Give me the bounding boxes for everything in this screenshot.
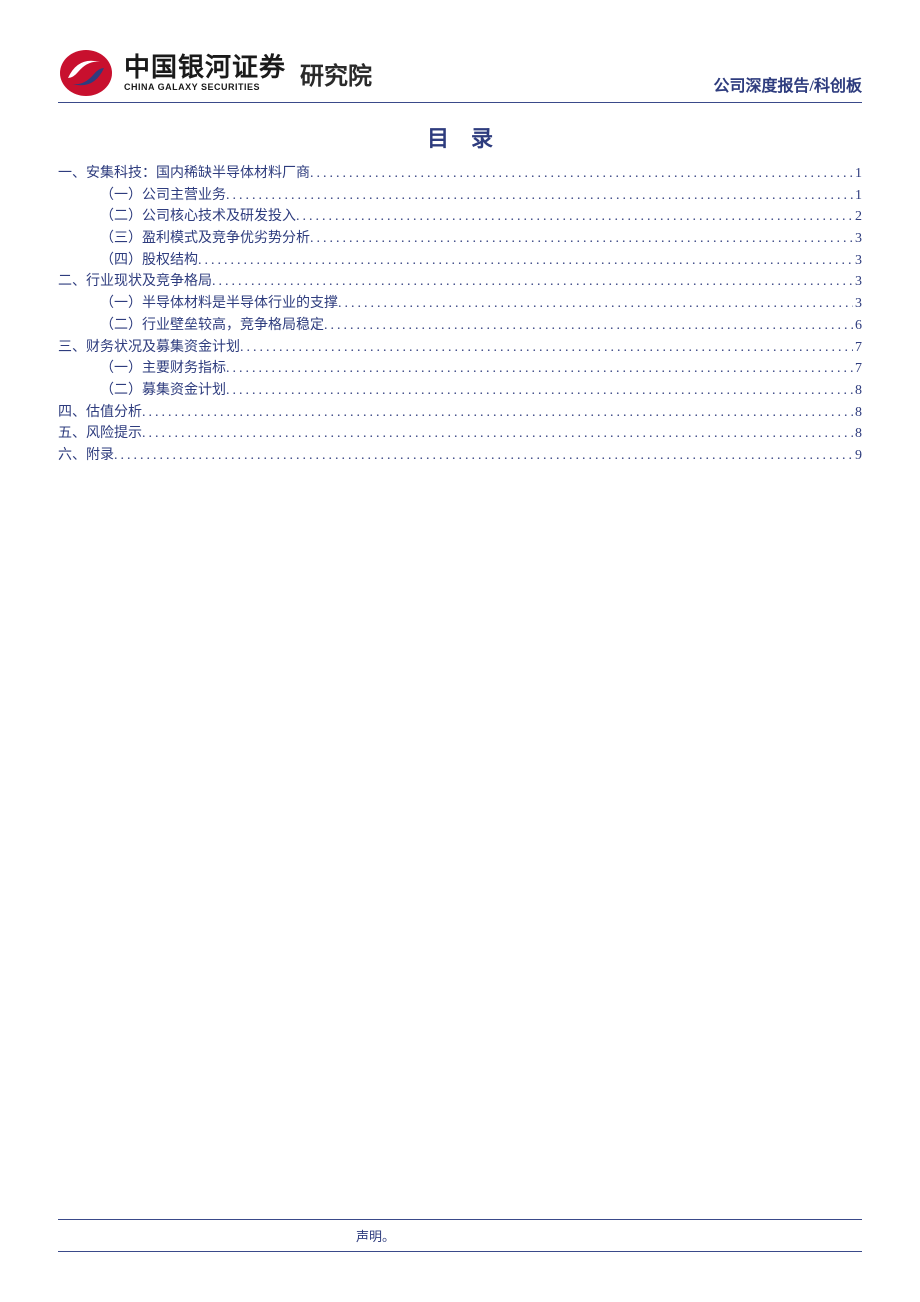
- toc-entry[interactable]: 一、安集科技：国内稀缺半导体材料厂商 1: [58, 163, 862, 185]
- toc-entry[interactable]: 四、估值分析 8: [58, 402, 862, 424]
- toc-entry-page: 2: [853, 206, 862, 228]
- footer-rule-bottom: [58, 1251, 862, 1252]
- toc-entry-page: 8: [853, 402, 862, 424]
- toc-leader-dots: [142, 423, 853, 445]
- toc-entry-page: 3: [853, 250, 862, 272]
- toc-entry-label: （一）公司主营业务: [100, 185, 226, 207]
- footer-disclaimer: 声明。: [58, 1226, 862, 1251]
- logo-cn-stack: 中国银河证券 CHINA GALAXY SECURITIES: [124, 54, 286, 92]
- toc-leader-dots: [226, 358, 853, 380]
- footer-rule-top: [58, 1219, 862, 1220]
- toc-leader-dots: [296, 206, 853, 228]
- toc-entry[interactable]: （一）主要财务指标 7: [58, 358, 862, 380]
- toc-leader-dots: [198, 250, 853, 272]
- toc-entry[interactable]: （四）股权结构 3: [58, 250, 862, 272]
- toc-entry[interactable]: 六、附录 9: [58, 445, 862, 467]
- toc-entry-label: （四）股权结构: [100, 250, 198, 272]
- toc-entry[interactable]: （三）盈利模式及竞争优劣势分析 3: [58, 228, 862, 250]
- toc-leader-dots: [240, 337, 853, 359]
- toc-entry-page: 1: [853, 163, 862, 185]
- page-container: 中国银河证券 CHINA GALAXY SECURITIES 研究院 公司深度报…: [0, 0, 920, 1302]
- toc-leader-dots: [324, 315, 853, 337]
- logo-en: CHINA GALAXY SECURITIES: [124, 83, 286, 92]
- toc-entry[interactable]: 三、财务状况及募集资金计划 7: [58, 337, 862, 359]
- toc-entry-page: 7: [853, 358, 862, 380]
- logo-block: 中国银河证券 CHINA GALAXY SECURITIES 研究院: [58, 48, 372, 98]
- toc-leader-dots: [338, 293, 853, 315]
- toc-entry-label: 五、风险提示: [58, 423, 142, 445]
- toc-entry-label: 二、行业现状及竞争格局: [58, 271, 212, 293]
- toc-leader-dots: [114, 445, 853, 467]
- toc-entry-label: （三）盈利模式及竞争优劣势分析: [100, 228, 310, 250]
- toc-entry-page: 7: [853, 337, 862, 359]
- toc-leader-dots: [142, 402, 853, 424]
- toc-entry-label: 四、估值分析: [58, 402, 142, 424]
- toc-entry-page: 3: [853, 293, 862, 315]
- toc-entry-label: 三、财务状况及募集资金计划: [58, 337, 240, 359]
- toc-entry-label: 一、安集科技：国内稀缺半导体材料厂商: [58, 163, 310, 185]
- toc-entry[interactable]: （二）募集资金计划 8: [58, 380, 862, 402]
- toc-entry-label: 六、附录: [58, 445, 114, 467]
- toc-leader-dots: [226, 380, 853, 402]
- toc-entry-page: 1: [853, 185, 862, 207]
- document-type: 公司深度报告/科创板: [714, 72, 862, 98]
- toc-entry-label: （二）募集资金计划: [100, 380, 226, 402]
- toc-entry-label: （二）公司核心技术及研发投入: [100, 206, 296, 228]
- toc-entry[interactable]: 二、行业现状及竞争格局 3: [58, 271, 862, 293]
- toc-entry[interactable]: 五、风险提示 8: [58, 423, 862, 445]
- toc-entry[interactable]: （一）公司主营业务 1: [58, 185, 862, 207]
- logo-cn: 中国银河证券: [124, 54, 286, 80]
- toc-leader-dots: [212, 271, 853, 293]
- toc-leader-dots: [310, 163, 853, 185]
- toc-title: 目录: [58, 121, 862, 153]
- toc-entry-page: 6: [853, 315, 862, 337]
- toc-entry-page: 8: [853, 380, 862, 402]
- toc-leader-dots: [310, 228, 853, 250]
- toc-entry-page: 3: [853, 271, 862, 293]
- logo-text: 中国银河证券 CHINA GALAXY SECURITIES 研究院: [124, 54, 372, 92]
- toc-entry-page: 8: [853, 423, 862, 445]
- toc-entry-label: （一）主要财务指标: [100, 358, 226, 380]
- footer: 声明。: [58, 1219, 862, 1252]
- logo-department: 研究院: [300, 56, 372, 91]
- galaxy-logo-icon: [58, 48, 114, 98]
- toc-entry[interactable]: （二）行业壁垒较高，竞争格局稳定 6: [58, 315, 862, 337]
- toc-leader-dots: [226, 185, 853, 207]
- toc-entry[interactable]: （二）公司核心技术及研发投入 2: [58, 206, 862, 228]
- toc-entry-page: 9: [853, 445, 862, 467]
- toc-entry[interactable]: （一）半导体材料是半导体行业的支撑 3: [58, 293, 862, 315]
- toc-entry-label: （二）行业壁垒较高，竞争格局稳定: [100, 315, 324, 337]
- header: 中国银河证券 CHINA GALAXY SECURITIES 研究院 公司深度报…: [58, 48, 862, 103]
- toc-entry-label: （一）半导体材料是半导体行业的支撑: [100, 293, 338, 315]
- toc-entry-page: 3: [853, 228, 862, 250]
- table-of-contents: 一、安集科技：国内稀缺半导体材料厂商1（一）公司主营业务1（二）公司核心技术及研…: [58, 163, 862, 467]
